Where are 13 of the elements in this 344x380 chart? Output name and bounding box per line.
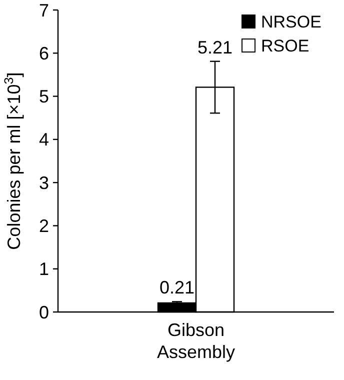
data-label: 0.21	[159, 278, 195, 298]
y-tick-label: 4	[38, 130, 49, 150]
y-tick-label: 0	[38, 302, 49, 322]
y-tick-label: 7	[38, 0, 49, 20]
data-label: 5.21	[197, 37, 233, 58]
legend-label: NRSOE	[261, 12, 322, 32]
y-tick-label: 2	[38, 216, 49, 236]
x-tick-label: Gibson Assembly	[156, 320, 236, 362]
y-tick-label: 1	[38, 259, 49, 280]
y-tick-label: 6	[38, 43, 49, 64]
y-tick-label: 3	[38, 172, 49, 193]
legend-label: RSOE	[261, 36, 310, 56]
y-tick-label: 5	[38, 86, 49, 107]
